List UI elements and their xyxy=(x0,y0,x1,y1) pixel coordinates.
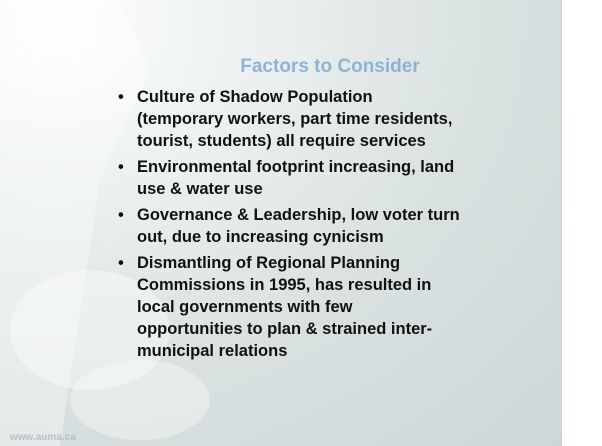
footer: www.auma.ca xyxy=(10,432,76,443)
page: Factors to Consider • Culture of Shadow P… xyxy=(0,0,602,446)
bullet-text: (temporary workers, part time residents, xyxy=(137,110,452,129)
bullet-text: opportunities to plan & strained inter- xyxy=(137,320,432,339)
bullet-text: local governments with few xyxy=(137,298,352,317)
bullet-marker: • xyxy=(118,158,124,177)
bullet-marker: • xyxy=(118,254,124,273)
bullet-text: Dismantling of Regional Planning xyxy=(137,254,400,273)
slide-title: Factors to Consider xyxy=(200,56,460,78)
bullet-text: Environmental footprint increasing, land xyxy=(137,158,454,177)
bullet-marker: • xyxy=(118,88,124,107)
bullet-text: Culture of Shadow Population xyxy=(137,88,373,107)
bullet-text: use & water use xyxy=(137,180,263,199)
slide: Factors to Consider • Culture of Shadow P… xyxy=(0,0,561,446)
bullet-text: Governance & Leadership, low voter turn xyxy=(137,206,460,225)
side-panel xyxy=(561,0,602,446)
bullet-text: out, due to increasing cynicism xyxy=(137,228,384,247)
bullet-marker: • xyxy=(118,206,124,225)
bullet-text: municipal relations xyxy=(137,342,287,361)
bullet-text: tourist, students) all require services xyxy=(137,132,426,151)
bullet-text: Commissions in 1995, has resulted in xyxy=(137,276,431,295)
